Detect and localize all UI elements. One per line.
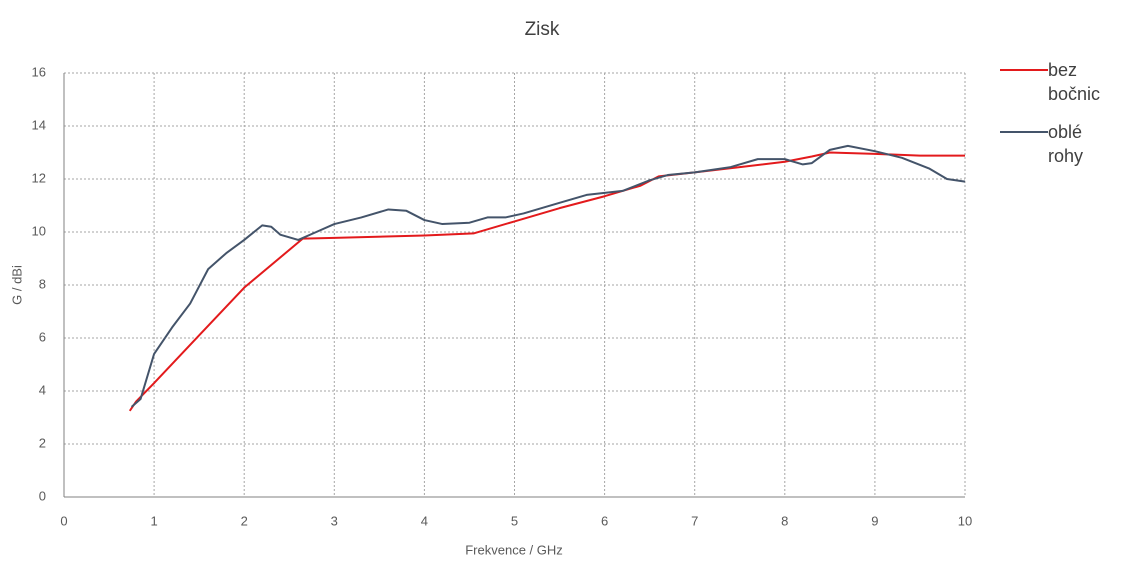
- legend-swatch: [1000, 131, 1048, 133]
- y-tick-label: 16: [32, 64, 46, 79]
- x-tick-label: 2: [241, 513, 248, 528]
- x-tick-label: 9: [871, 513, 878, 528]
- chart-title: Zisk: [525, 19, 560, 40]
- series-line: [130, 144, 966, 408]
- x-tick-label: 3: [331, 513, 338, 528]
- y-tick-label: 4: [39, 382, 46, 397]
- legend: bez bočnic oblé rohy: [1000, 58, 1110, 182]
- y-tick-label: 6: [39, 329, 46, 344]
- y-tick-label: 0: [39, 488, 46, 503]
- y-tick-label: 12: [32, 170, 46, 185]
- x-tick-label: 5: [511, 513, 518, 528]
- x-tick-label: 10: [958, 513, 972, 528]
- legend-label: bez bočnic: [1048, 60, 1101, 104]
- y-tick-label: 14: [32, 117, 46, 132]
- y-tick-label: 8: [39, 276, 46, 291]
- x-tick-label: 4: [421, 513, 428, 528]
- legend-entry: bez bočnic: [1000, 58, 1110, 106]
- series-line: [128, 151, 965, 412]
- y-axis-label: G / dBi: [9, 265, 24, 305]
- x-tick-label: 8: [781, 513, 788, 528]
- legend-entry: oblé rohy: [1000, 120, 1110, 168]
- x-axis-label: Frekvence / GHz: [465, 542, 563, 557]
- legend-swatch: [1000, 69, 1048, 71]
- x-tick-label: 6: [601, 513, 608, 528]
- x-tick-label: 7: [691, 513, 698, 528]
- y-tick-label: 2: [39, 435, 46, 450]
- y-tick-label: 10: [32, 223, 46, 238]
- x-tick-label: 0: [60, 513, 67, 528]
- x-tick-label: 1: [150, 513, 157, 528]
- legend-label: oblé rohy: [1048, 122, 1084, 166]
